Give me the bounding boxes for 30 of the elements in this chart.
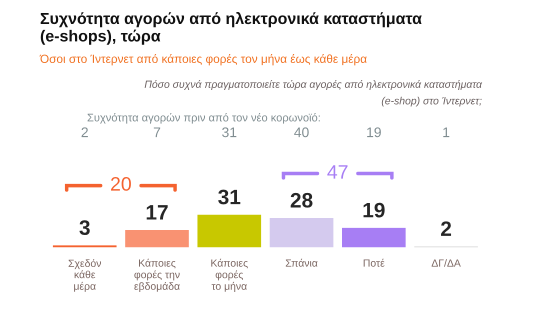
text: 7 <box>154 128 160 138</box>
text: 31 <box>222 127 236 138</box>
bar <box>340 226 408 248</box>
data-label: 28 <box>290 192 312 208</box>
x-tick-label: Σπάνια <box>286 258 318 267</box>
x-tick-label: Ποτέ <box>364 258 385 267</box>
bar <box>196 213 262 248</box>
x-tick-label: Κάποιες φορές το μήνα <box>211 258 248 292</box>
data-label: 2 <box>441 221 452 236</box>
text: 2 <box>82 127 88 138</box>
text: Συχνότητα αγορών πριν από τον νέο κορωνοϊό: <box>88 113 320 124</box>
data-label: 19 <box>364 202 385 218</box>
chart-subtitle: Όσοι στο Ίντερνετ από κάποιες φορές τον μήνα έως κάθε μέρα <box>40 54 367 66</box>
data-label: 17 <box>146 205 168 220</box>
text: 40 <box>294 127 309 138</box>
bar <box>412 245 480 248</box>
x-tick-label: Σχεδόν κάθε μέρα <box>68 259 102 292</box>
x-tick-label: ΔΓ/ΔΑ <box>432 259 461 267</box>
text: 47 <box>327 165 348 179</box>
data-label: 31 <box>218 190 240 204</box>
chart-title: Συχνότητα αγορών από ηλεκτρονικά καταστήματα (e-shops), τώρα <box>40 12 422 45</box>
text: Πόσο συχνά πραγματοποιείτε τώρα αγορές από ηλεκτρονικά καταστήματα (e-shop) στο Ίντερνετ; <box>144 80 482 107</box>
bar <box>268 216 335 248</box>
text: 19 <box>367 127 381 138</box>
text: 20 <box>111 177 131 191</box>
bar <box>52 244 118 248</box>
bar <box>124 228 190 248</box>
text: 1 <box>443 128 450 138</box>
x-tick-label: Κάποιες φορές την εβδομάδα <box>134 258 180 292</box>
data-label: 3 <box>79 220 90 236</box>
